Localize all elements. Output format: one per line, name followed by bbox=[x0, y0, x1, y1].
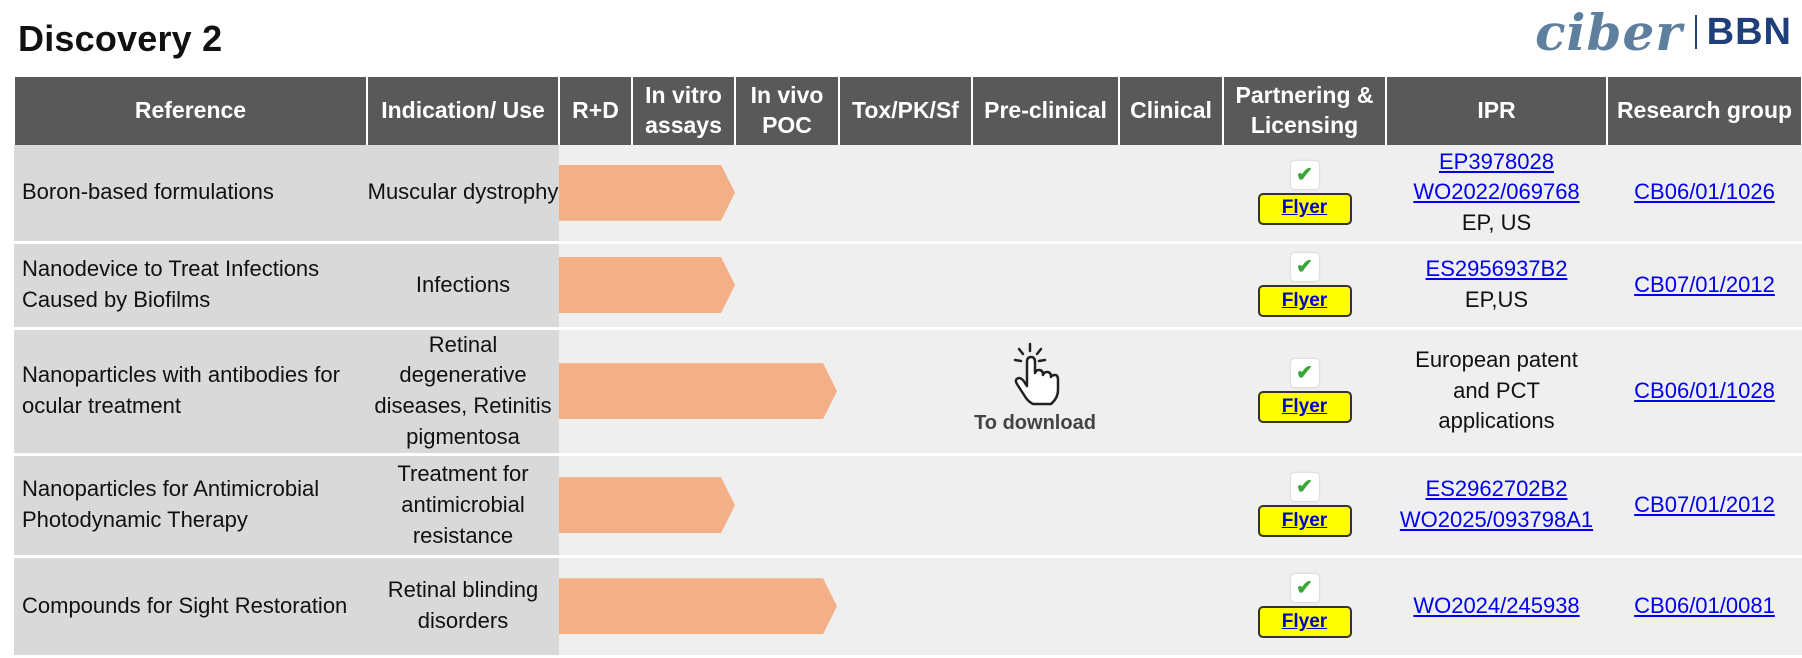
ipr-text: applications bbox=[1438, 408, 1555, 434]
reference-cell: Boron-based formulations bbox=[14, 145, 367, 244]
download-button[interactable]: To download bbox=[960, 340, 1110, 445]
research-group-link[interactable]: CB06/01/1026 bbox=[1634, 179, 1775, 205]
ipr-link[interactable]: ES2956937B2 bbox=[1425, 256, 1568, 282]
research-group-cell: CB06/01/1026 bbox=[1607, 145, 1802, 244]
table-row: Compounds for Sight Restoration Retinal … bbox=[14, 556, 1802, 658]
check-icon: ✔ bbox=[1290, 253, 1319, 281]
header-tox: Tox/PK/Sf bbox=[838, 77, 973, 145]
header-partnering: Partnering & Licensing bbox=[1222, 77, 1387, 145]
partnering-cell: ✔ Flyer bbox=[1223, 242, 1386, 330]
research-group-link[interactable]: CB06/01/0081 bbox=[1634, 592, 1775, 618]
progress-cell bbox=[559, 328, 1223, 456]
progress-arrow bbox=[559, 477, 735, 533]
ipr-link[interactable]: ES2962702B2 bbox=[1425, 476, 1568, 502]
progress-arrow bbox=[559, 363, 837, 419]
ciber-bbn-logo: ciber BBN bbox=[1535, 2, 1792, 62]
reference-cell: Nanoparticles for Antimicrobial Photodyn… bbox=[14, 454, 367, 558]
research-group-link[interactable]: CB06/01/1028 bbox=[1634, 377, 1775, 403]
logo-divider bbox=[1694, 15, 1697, 49]
header-clinical: Clinical bbox=[1118, 77, 1224, 145]
flyer-button[interactable]: Flyer bbox=[1257, 285, 1352, 317]
page-title: Discovery 2 bbox=[18, 18, 223, 59]
ipr-text: EP, US bbox=[1461, 210, 1532, 236]
indication-cell: Retinal degenerative diseases, Retinitis… bbox=[367, 328, 559, 456]
indication-cell: Muscular dystrophy bbox=[367, 145, 559, 244]
partnering-cell: ✔ Flyer bbox=[1223, 328, 1386, 456]
progress-arrow bbox=[559, 578, 837, 634]
ipr-link[interactable]: WO2024/245938 bbox=[1413, 592, 1580, 618]
header-indication: Indication/ Use bbox=[366, 77, 560, 145]
reference-cell: Compounds for Sight Restoration bbox=[14, 556, 367, 658]
progress-arrow bbox=[559, 165, 735, 221]
hand-pointer-icon bbox=[1013, 342, 1060, 406]
flyer-button[interactable]: Flyer bbox=[1257, 192, 1352, 225]
research-group-cell: CB07/01/2012 bbox=[1607, 454, 1802, 558]
ipr-cell: EP3978028 WO2022/069768 EP, US bbox=[1386, 145, 1607, 244]
check-icon: ✔ bbox=[1290, 473, 1319, 502]
ipr-cell: ES2956937B2 EP,US bbox=[1386, 242, 1607, 330]
header-row: Reference Indication/ Use R+D In vitro a… bbox=[13, 77, 1802, 145]
table-row: Nanoparticles with antibodies for ocular… bbox=[14, 328, 1802, 456]
research-group-cell: CB06/01/1028 bbox=[1607, 328, 1802, 456]
ipr-text: and PCT bbox=[1453, 377, 1540, 403]
pipeline-table: Reference Indication/ Use R+D In vitro a… bbox=[13, 77, 1802, 658]
indication-cell: Infections bbox=[367, 242, 559, 330]
progress-cell bbox=[559, 556, 1223, 658]
research-group-link[interactable]: CB07/01/2012 bbox=[1634, 491, 1775, 517]
flyer-button[interactable]: Flyer bbox=[1257, 391, 1352, 424]
progress-cell bbox=[559, 145, 1223, 244]
indication-cell: Retinal blinding disorders bbox=[367, 556, 559, 658]
check-icon: ✔ bbox=[1290, 359, 1319, 388]
table-row: Boron-based formulations Muscular dystro… bbox=[14, 145, 1802, 244]
header-in-vivo: In vivo POC bbox=[734, 77, 840, 145]
check-icon: ✔ bbox=[1290, 574, 1319, 603]
ipr-link[interactable]: WO2025/093798A1 bbox=[1399, 507, 1594, 533]
ipr-link[interactable]: EP3978028 bbox=[1439, 148, 1554, 174]
table-row: Nanoparticles for Antimicrobial Photodyn… bbox=[14, 454, 1802, 558]
ipr-text: EP,US bbox=[1464, 287, 1529, 312]
ipr-cell: WO2024/245938 bbox=[1386, 556, 1607, 658]
logo-ciber-text: ciber bbox=[1535, 2, 1683, 62]
header-in-vitro: In vitro assays bbox=[631, 77, 736, 145]
flyer-button[interactable]: Flyer bbox=[1257, 505, 1352, 538]
ipr-link[interactable]: WO2022/069768 bbox=[1413, 179, 1580, 205]
progress-arrow bbox=[559, 257, 735, 313]
partnering-cell: ✔ Flyer bbox=[1223, 145, 1386, 244]
partnering-cell: ✔ Flyer bbox=[1223, 556, 1386, 658]
header-ipr: IPR bbox=[1385, 77, 1608, 145]
header-reference: Reference bbox=[13, 77, 368, 145]
reference-cell: Nanodevice to Treat Infections Caused by… bbox=[14, 242, 367, 330]
progress-cell bbox=[559, 454, 1223, 558]
research-group-link[interactable]: CB07/01/2012 bbox=[1634, 271, 1775, 297]
header-research-group: Research group bbox=[1606, 77, 1802, 145]
table-row: Nanodevice to Treat Infections Caused by… bbox=[14, 242, 1802, 330]
header-rd: R+D bbox=[558, 77, 633, 145]
download-label: To download bbox=[974, 412, 1096, 434]
header-preclinical: Pre-clinical bbox=[971, 77, 1120, 145]
research-group-cell: CB06/01/0081 bbox=[1607, 556, 1802, 658]
progress-cell bbox=[559, 242, 1223, 330]
research-group-cell: CB07/01/2012 bbox=[1607, 242, 1802, 330]
reference-cell: Nanoparticles with antibodies for ocular… bbox=[14, 328, 367, 456]
check-icon: ✔ bbox=[1290, 160, 1319, 189]
ipr-cell: European patent and PCT applications bbox=[1386, 328, 1607, 456]
ipr-text: European patent bbox=[1415, 346, 1578, 372]
partnering-cell: ✔ Flyer bbox=[1223, 454, 1386, 558]
ipr-cell: ES2962702B2 WO2025/093798A1 bbox=[1386, 454, 1607, 558]
flyer-button[interactable]: Flyer bbox=[1257, 606, 1352, 639]
logo-bbn-text: BBN bbox=[1706, 10, 1792, 53]
indication-cell: Treatment for antimicrobial resistance bbox=[367, 454, 559, 558]
